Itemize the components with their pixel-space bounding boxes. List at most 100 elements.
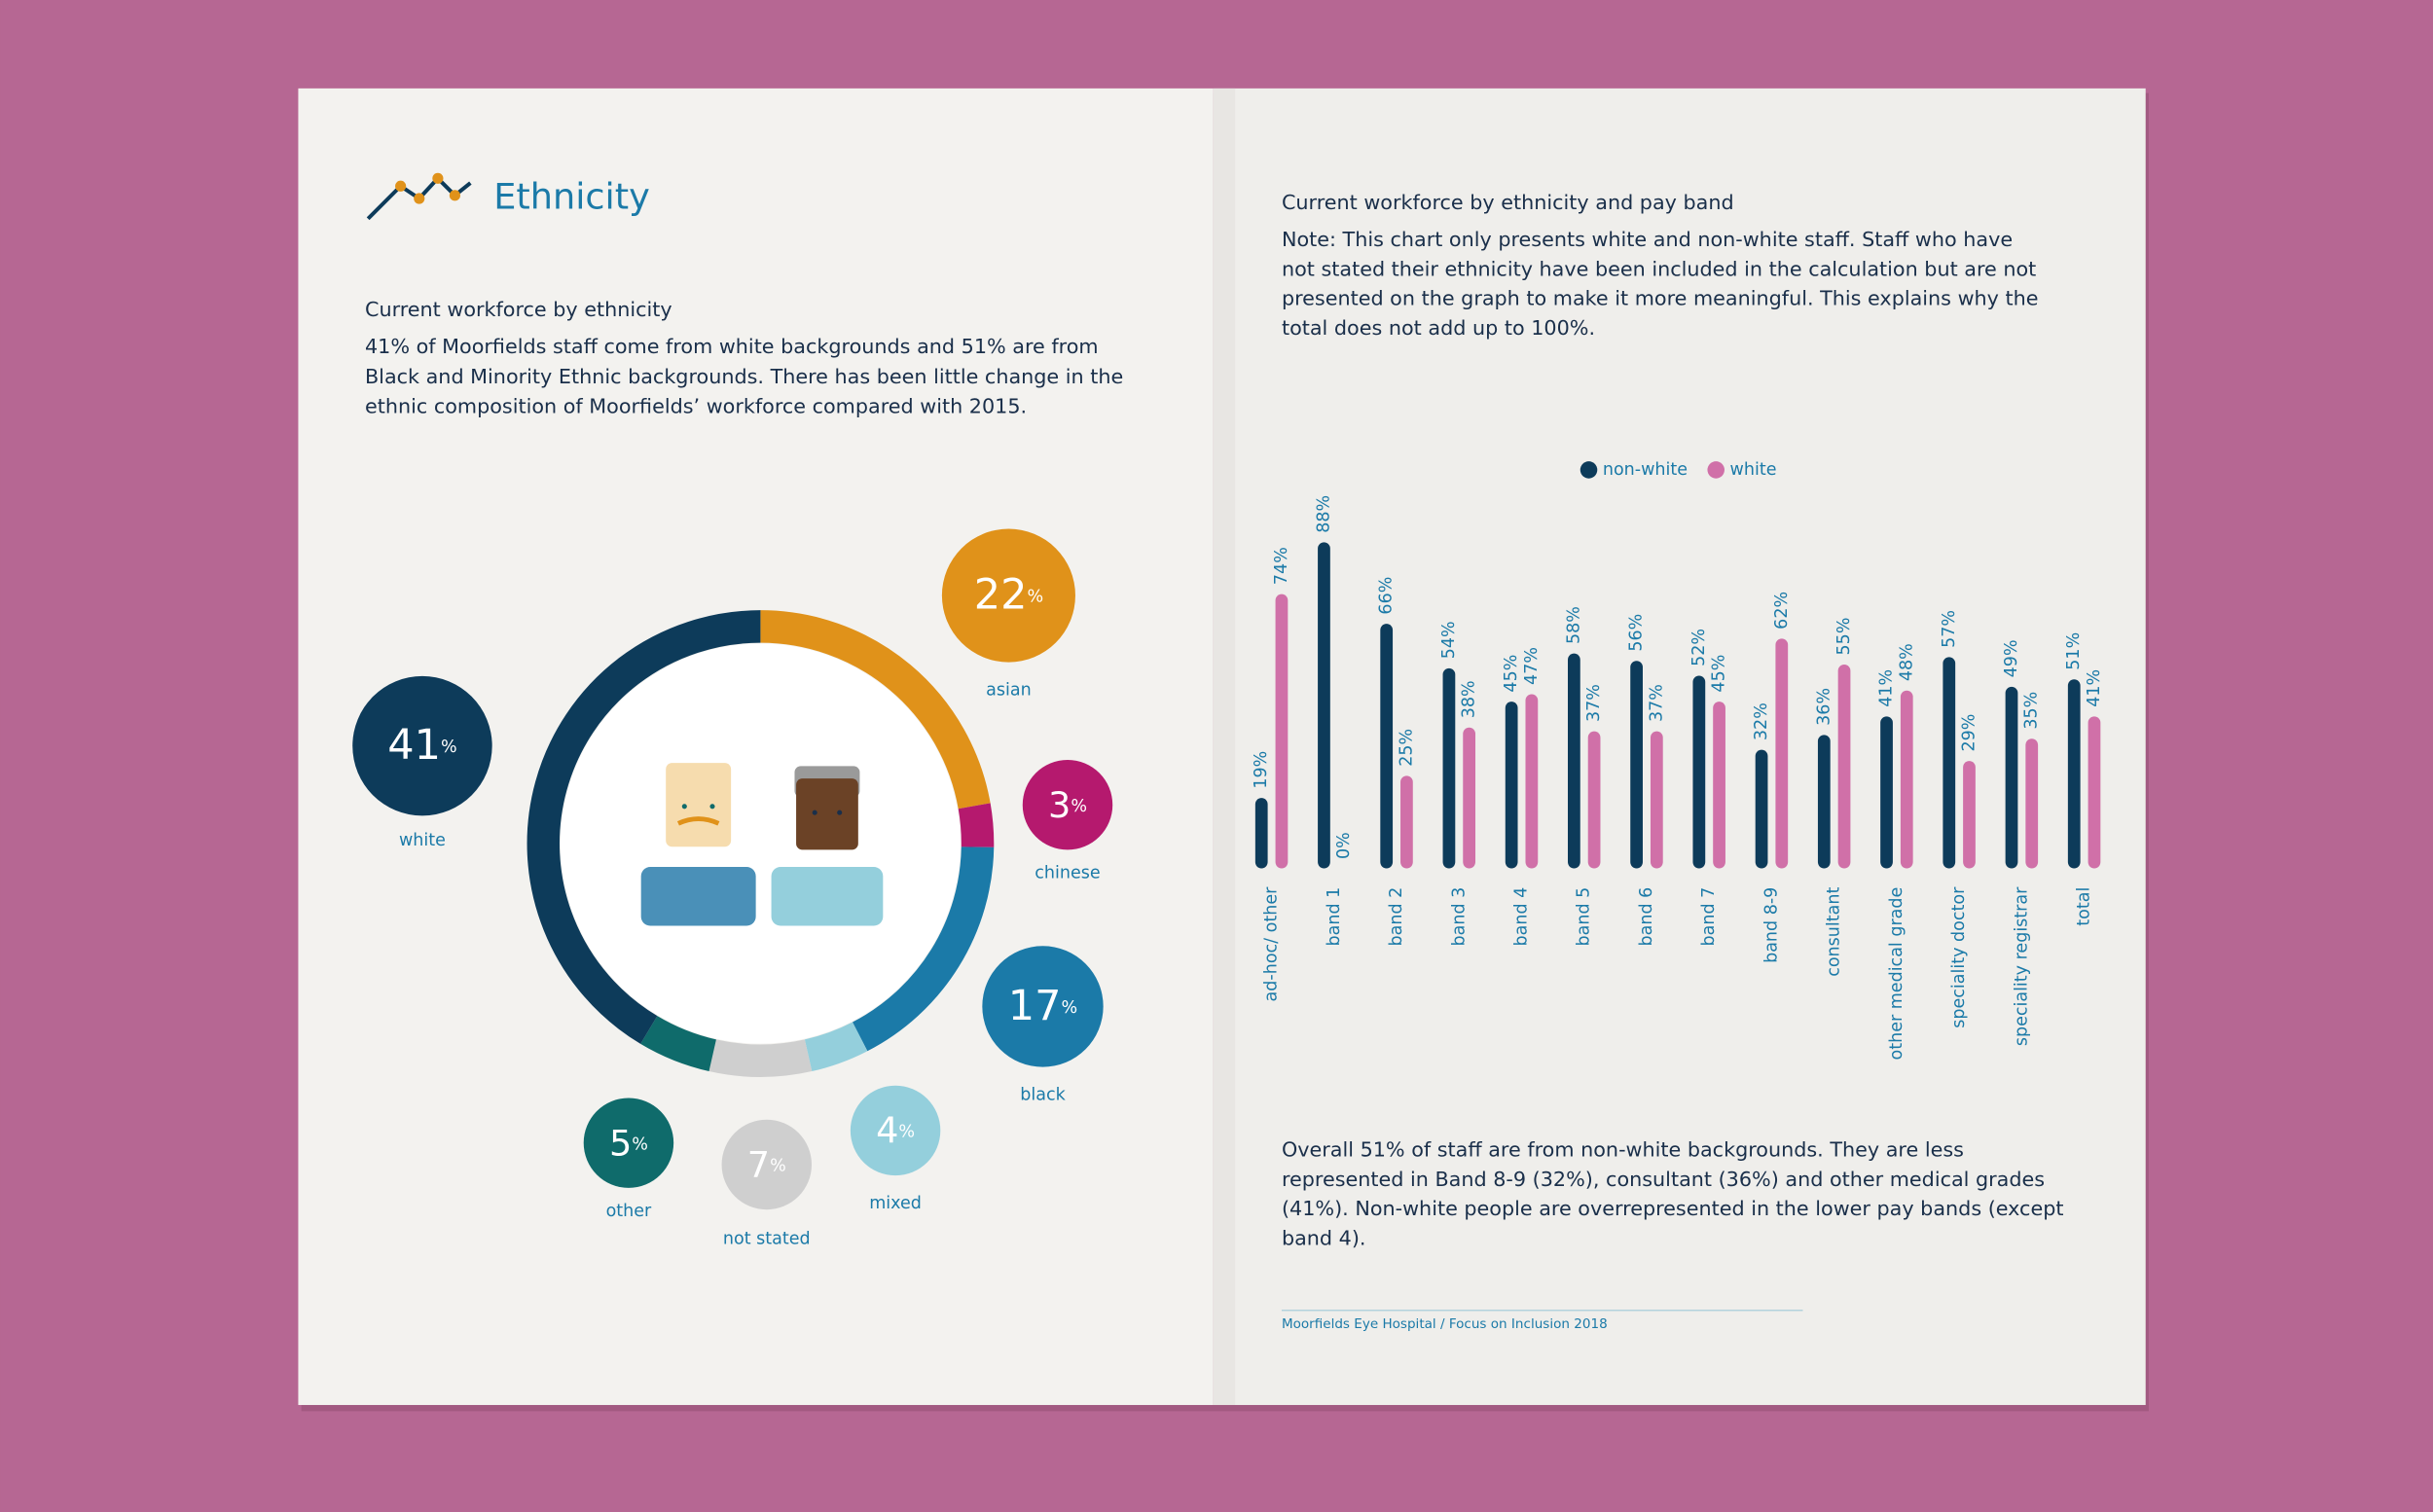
value-label: 36% — [1814, 688, 1834, 726]
paragraph-line: presented on the graph to make it more m… — [1282, 287, 2039, 310]
value-label: 66% — [1377, 577, 1397, 615]
value-unit: % — [1814, 688, 1834, 704]
value-unit: % — [1439, 621, 1459, 637]
value-number: 45 — [1502, 670, 1521, 692]
bar — [1505, 702, 1518, 869]
bar — [2005, 686, 2018, 869]
value-label: 56% — [1627, 614, 1647, 652]
value-unit: % — [1027, 588, 1043, 607]
value-unit: % — [2002, 639, 2021, 656]
bar — [1963, 761, 1976, 869]
value-number: 45 — [1710, 670, 1729, 692]
paragraph-line: total does not add up to 100%. — [1282, 316, 1595, 340]
value-label: 17% — [1008, 981, 1077, 1029]
value-unit: % — [2022, 692, 2042, 708]
eye — [709, 804, 715, 810]
paragraph-line: not stated their ethnicity have been inc… — [1282, 257, 2036, 280]
value-number: 62 — [1772, 608, 1792, 630]
bar — [2025, 738, 2039, 869]
value-unit: % — [1834, 618, 1854, 634]
value-label: 49% — [2002, 639, 2021, 677]
bar — [1587, 731, 1601, 869]
paragraph-line: band 4). — [1282, 1226, 1366, 1249]
value-number: 58 — [1564, 623, 1583, 644]
value-label: 52% — [1689, 629, 1709, 666]
value-label: 35% — [2022, 692, 2042, 730]
donut-segment — [760, 610, 991, 810]
value-number: 41 — [1877, 686, 1897, 707]
donut-segment — [958, 803, 995, 847]
category-label: mixed — [869, 1194, 922, 1213]
category-label: speciality doctor — [1949, 886, 1969, 1028]
donut-segment — [708, 1039, 813, 1077]
bar — [1463, 727, 1476, 869]
value-bubble — [583, 1098, 674, 1188]
logo-dot — [414, 193, 425, 204]
value-number: 22 — [974, 570, 1028, 619]
value-unit: % — [2085, 669, 2104, 686]
value-number: 51 — [2064, 648, 2084, 669]
head-right — [796, 778, 858, 850]
value-number: 88 — [1314, 511, 1333, 532]
value-unit: % — [1584, 684, 1604, 701]
value-unit: % — [1877, 669, 1897, 686]
right-page — [1213, 88, 2146, 1406]
value-label: 3% — [1048, 783, 1087, 825]
category-label: band 8-9 — [1761, 887, 1781, 963]
paragraph-line: Note: This chart only presents white and… — [1282, 228, 2013, 251]
eye — [812, 810, 817, 815]
body-right — [771, 866, 884, 926]
value-label: 45% — [1710, 655, 1729, 693]
category-label: other medical grade — [1887, 887, 1906, 1061]
category-label: consultant — [1825, 887, 1844, 977]
value-unit: % — [1959, 714, 1979, 731]
legend-swatch — [1580, 461, 1598, 479]
donut-segment — [804, 1022, 868, 1072]
value-number: 47 — [1522, 664, 1542, 685]
value-number: 55 — [1834, 633, 1854, 655]
value-label: 41% — [1877, 669, 1897, 707]
value-unit: % — [1627, 614, 1647, 630]
value-label: 37% — [1584, 684, 1604, 722]
value-unit: % — [1502, 655, 1521, 671]
category-label: other — [606, 1202, 652, 1221]
value-unit: % — [898, 1123, 915, 1142]
value-bubble — [1022, 759, 1113, 850]
value-label: 55% — [1834, 618, 1854, 656]
value-unit: % — [1334, 832, 1354, 848]
bar — [2088, 716, 2101, 869]
bar — [1755, 749, 1768, 869]
footer: Moorfields Eye Hospital / Focus on Inclu… — [1282, 1316, 1608, 1332]
paragraph-line: (41%). Non-white people are overrepresen… — [1282, 1197, 2064, 1220]
value-label: 58% — [1564, 606, 1583, 644]
donut-segment — [852, 846, 995, 1052]
legend-label: non-white — [1603, 460, 1688, 480]
value-unit: % — [1897, 643, 1916, 660]
heading: Current workforce by ethnicity and pay b… — [1282, 191, 1734, 214]
value-unit: % — [1252, 751, 1271, 768]
donut-segment — [527, 610, 761, 1044]
bar — [1318, 542, 1330, 869]
value-number: 57 — [1940, 627, 1959, 648]
value-label: 38% — [1460, 680, 1479, 718]
value-label: 57% — [1940, 610, 1959, 648]
category-label: band 3 — [1449, 887, 1469, 947]
category-label: band 4 — [1512, 887, 1532, 947]
eye — [681, 804, 687, 810]
donut-chart: 22% asian 3% chinese 17% black 4% mixed 7% not st… — [352, 528, 1113, 1248]
value-label: 19% — [1252, 751, 1271, 789]
bar — [1442, 667, 1456, 869]
category-label: band 1 — [1325, 887, 1344, 947]
bar — [1254, 798, 1268, 869]
illustration — [640, 763, 884, 926]
value-label: 7% — [747, 1143, 786, 1185]
value-number: 7 — [747, 1143, 770, 1185]
logo-dot — [432, 172, 444, 184]
value-unit: % — [1062, 998, 1078, 1018]
value-number: 0 — [1334, 848, 1354, 859]
category-label: chinese — [1035, 863, 1100, 882]
value-unit: % — [1460, 680, 1479, 697]
bar — [1400, 775, 1413, 869]
legend-label: white — [1730, 460, 1777, 480]
